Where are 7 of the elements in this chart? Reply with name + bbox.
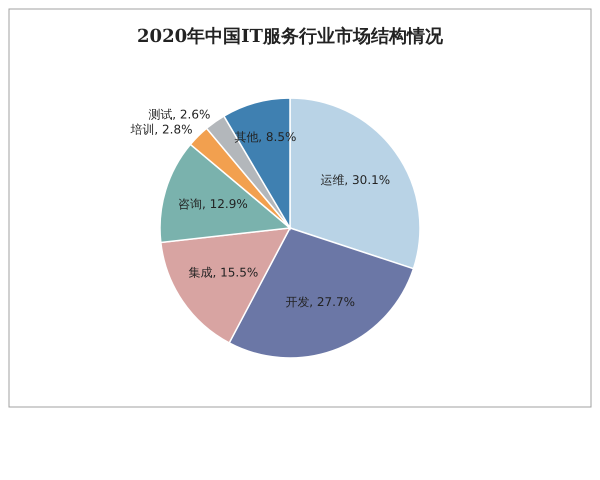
slice-label: 培训, 2.8% <box>129 122 192 137</box>
slice-label: 测试, 2.6% <box>148 108 210 122</box>
slice-label: 开发, 27.7% <box>285 295 355 310</box>
slice-label: 运维, 30.1% <box>320 173 390 188</box>
slice-label: 集成, 15.5% <box>188 266 258 280</box>
slice-label: 咨询, 12.9% <box>178 196 248 211</box>
chart-title: 2020年中国IT服务行业市场结构情况 <box>137 26 444 47</box>
